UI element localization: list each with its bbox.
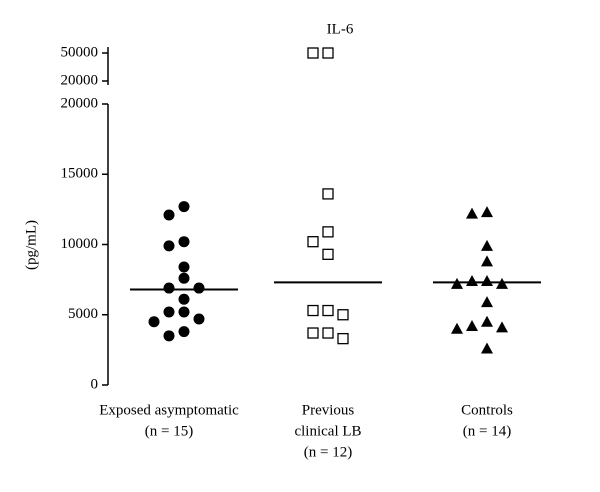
dot — [496, 321, 508, 333]
y-tick-label: 15000 — [61, 166, 99, 182]
dot — [148, 316, 160, 328]
dot — [193, 282, 205, 294]
y-tick-label: 0 — [91, 376, 99, 392]
dot — [337, 309, 349, 321]
dot — [178, 293, 190, 305]
dot — [163, 306, 175, 318]
y-tick-label: 20000 — [61, 95, 99, 111]
y-tick-label: 5000 — [68, 306, 98, 322]
y-tick-label: 10000 — [61, 236, 99, 252]
dot — [322, 188, 334, 200]
dot — [178, 236, 190, 248]
dot — [337, 332, 349, 345]
dot — [322, 327, 334, 339]
x-tick-label: clinical LB — [294, 423, 361, 439]
dot — [322, 226, 334, 238]
dot — [322, 248, 334, 260]
dot — [481, 255, 493, 267]
dot — [307, 304, 319, 317]
dot — [322, 304, 334, 317]
dot — [481, 315, 493, 327]
dot — [322, 47, 334, 59]
dot — [163, 240, 175, 252]
dot — [481, 239, 493, 251]
dot — [163, 282, 175, 294]
y-tick-label: 20000 — [61, 72, 99, 88]
dot — [163, 330, 175, 342]
dot — [193, 313, 205, 325]
dot — [451, 322, 463, 334]
y-tick-label: 50000 — [61, 44, 99, 60]
x-tick-label: (n = 15) — [145, 423, 193, 439]
dot — [307, 47, 319, 59]
dot — [178, 326, 190, 338]
chart-title: IL-6 — [327, 21, 354, 37]
dot — [481, 342, 493, 354]
x-tick-label: Controls — [461, 402, 513, 418]
x-tick-label: Exposed asymptomatic — [99, 402, 239, 418]
dot — [163, 209, 175, 221]
dot — [481, 296, 493, 308]
x-tick-label: Previous — [302, 402, 355, 418]
x-tick-label: (n = 12) — [304, 444, 352, 460]
x-tick-label: (n = 14) — [463, 423, 511, 439]
dot — [178, 201, 190, 213]
y-axis-label: (pg/mL) — [23, 220, 39, 270]
dot — [178, 261, 190, 273]
dot — [307, 236, 319, 248]
dot — [481, 206, 493, 218]
dot — [307, 327, 319, 339]
dot — [466, 275, 478, 287]
dot — [178, 272, 190, 284]
dot — [481, 275, 493, 287]
dot — [178, 306, 190, 318]
dot — [466, 207, 478, 219]
dot — [466, 319, 478, 331]
